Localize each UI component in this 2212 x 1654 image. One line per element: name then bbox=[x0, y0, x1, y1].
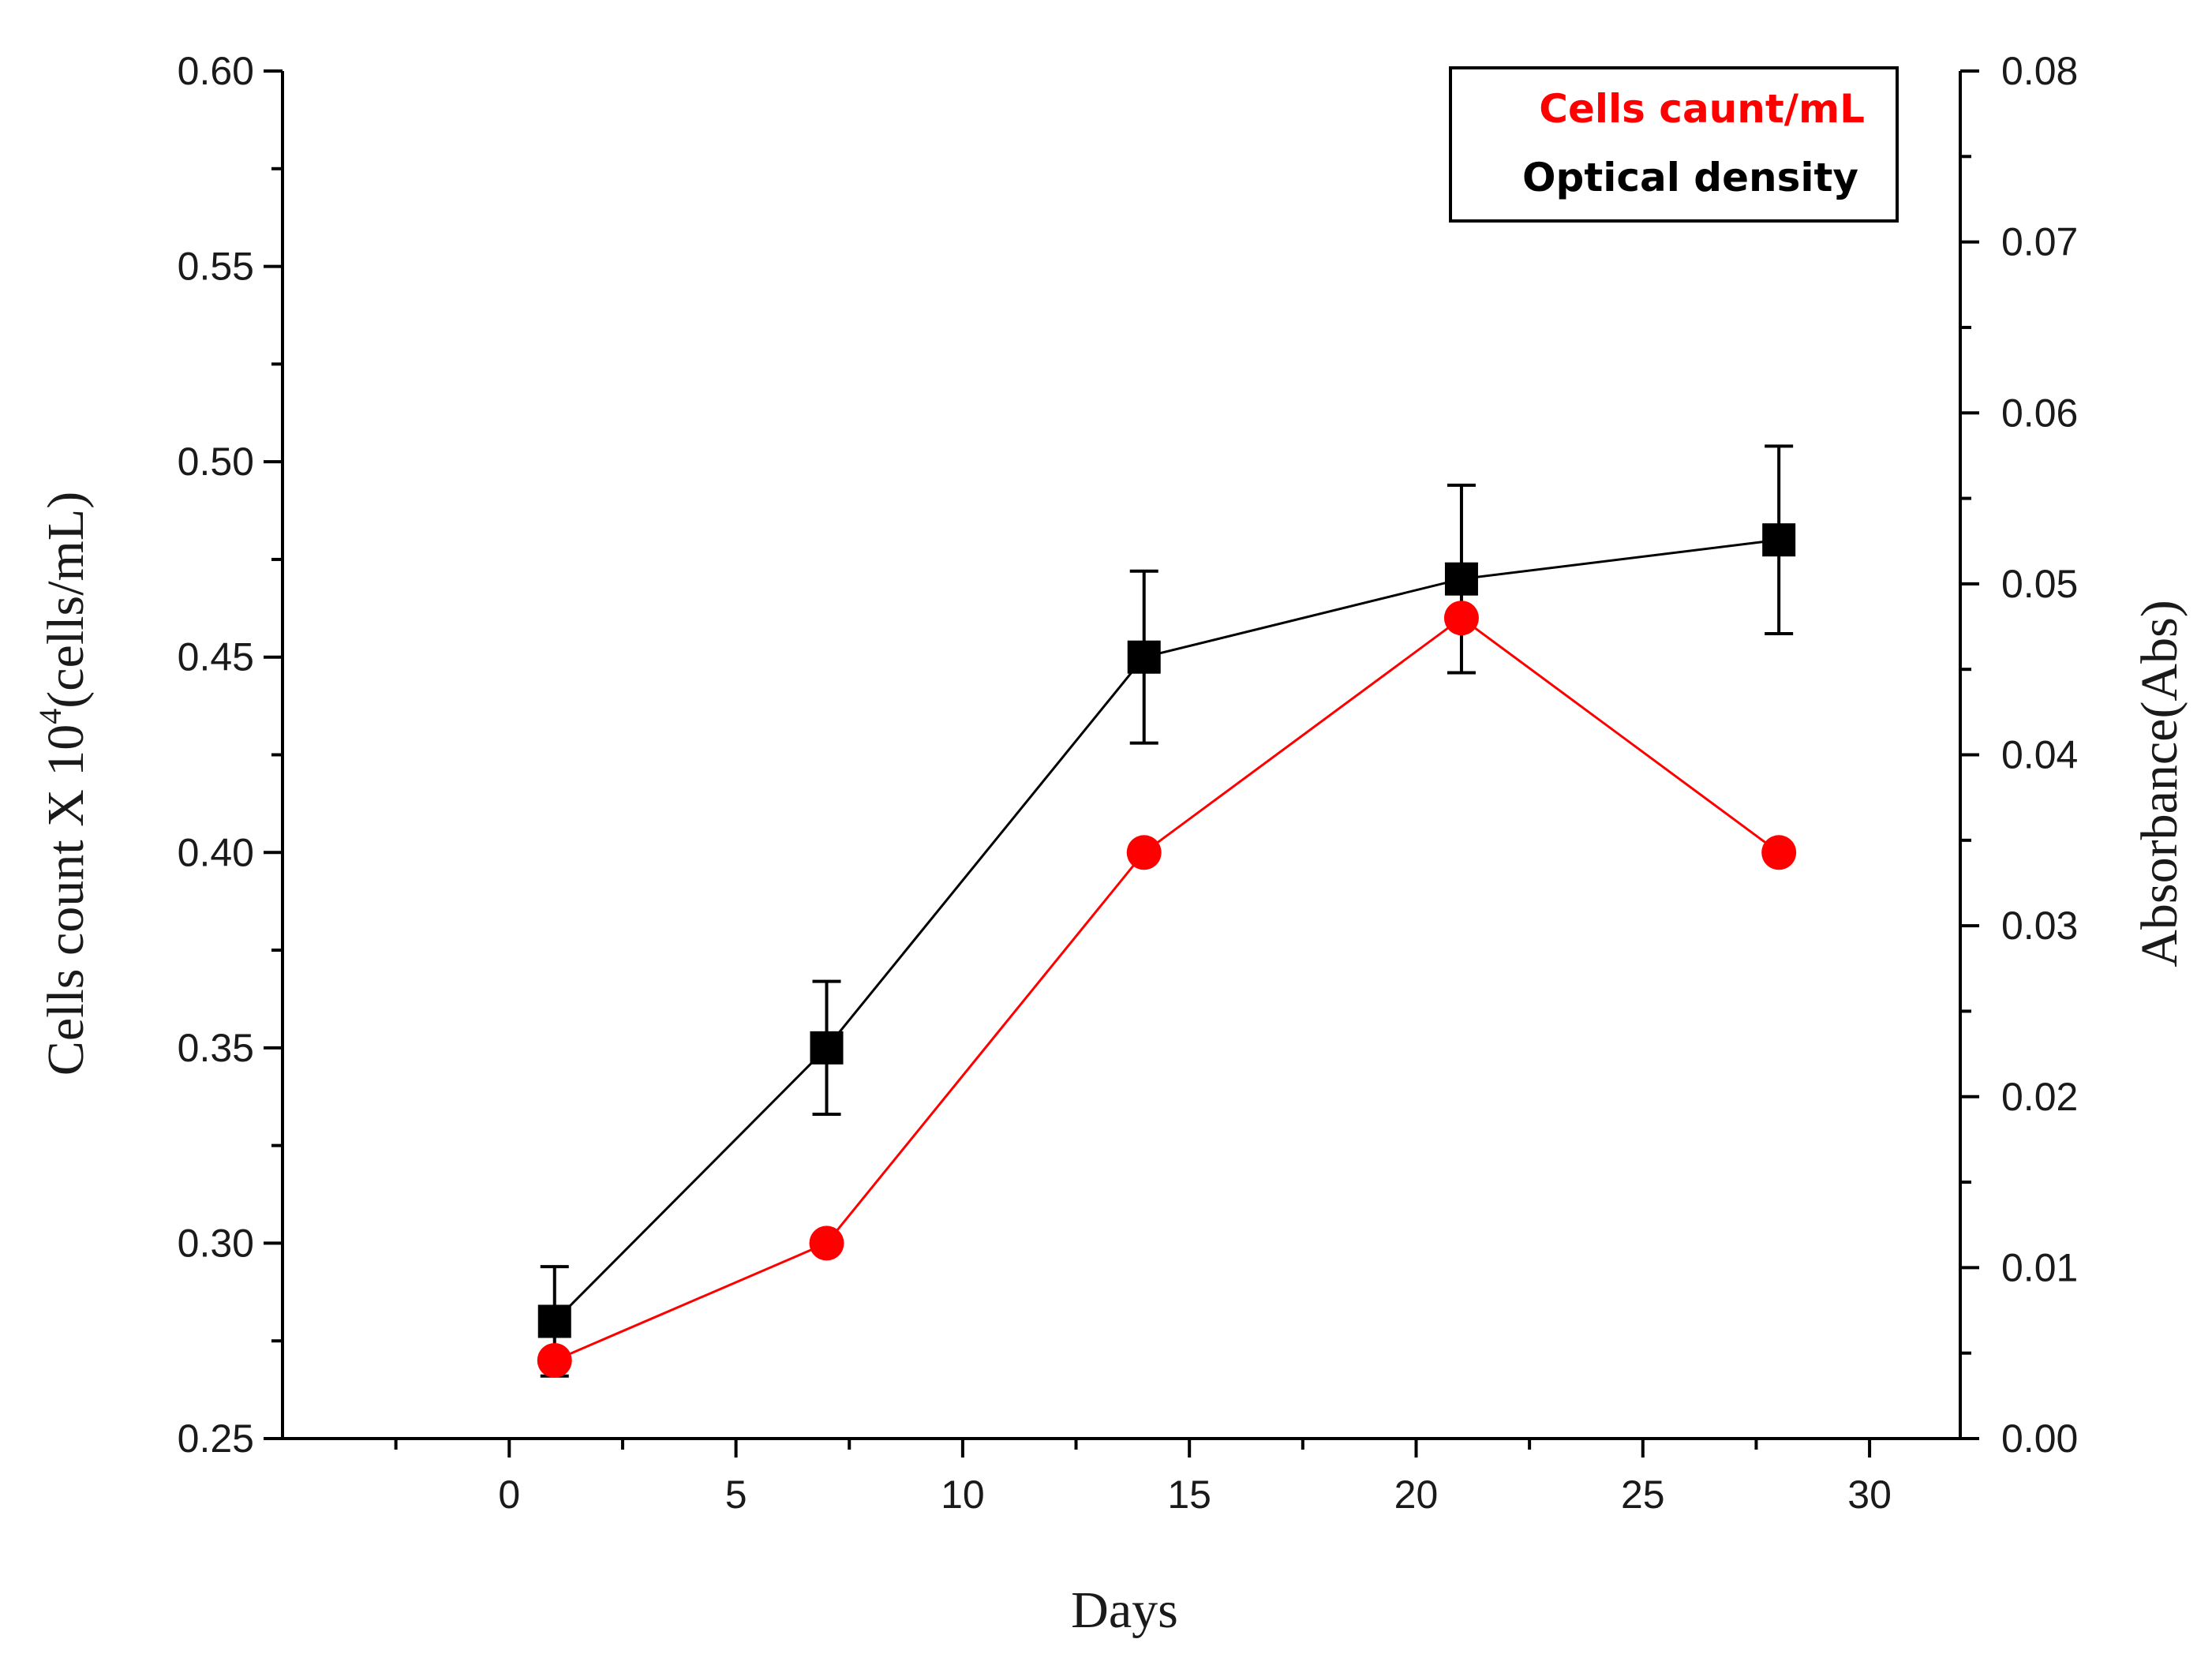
legend: Cells caunt/mL Optical density bbox=[1449, 66, 1899, 223]
x-axis-title: Days bbox=[1071, 1581, 1178, 1639]
y-tick-label: 0.45 bbox=[178, 635, 254, 679]
y2-tick-label: 0.04 bbox=[2001, 733, 2078, 777]
y-axis-title-suffix: (cells/mL) bbox=[37, 492, 95, 709]
y-axis-title: Cells count X 104(cells/mL) bbox=[32, 492, 95, 1076]
data-point-optical-density bbox=[537, 1304, 571, 1338]
legend-label-cells: Cells caunt/mL bbox=[1539, 86, 1865, 132]
data-point-cells bbox=[809, 1226, 844, 1261]
y-tick-label: 0.35 bbox=[178, 1026, 254, 1070]
y2-tick-label: 0.08 bbox=[2001, 49, 2078, 93]
y2-tick-label: 0.06 bbox=[2001, 391, 2078, 435]
series-line-cells bbox=[554, 616, 1780, 1362]
y-tick-label: 0.40 bbox=[178, 830, 254, 874]
y-tick-label: 0.25 bbox=[178, 1416, 254, 1461]
data-point-optical-density bbox=[1127, 640, 1161, 674]
y2-tick-label: 0.02 bbox=[2001, 1075, 2078, 1119]
data-point-cells bbox=[1126, 835, 1162, 870]
y2-axis-title: Absorbance(Abs) bbox=[2131, 600, 2188, 967]
x-tick-label: 25 bbox=[1621, 1473, 1665, 1517]
y-axis-title-exponent: 4 bbox=[32, 709, 68, 724]
x-tick-label: 10 bbox=[941, 1473, 985, 1517]
y2-tick-label: 0.03 bbox=[2001, 904, 2078, 948]
y-tick-label: 0.60 bbox=[178, 49, 254, 93]
y-tick-label: 0.30 bbox=[178, 1221, 254, 1265]
y2-tick-label: 0.07 bbox=[2001, 220, 2078, 264]
y-axis-title-prefix: Cells count X 10 bbox=[37, 724, 95, 1076]
data-point-optical-density bbox=[1444, 562, 1478, 596]
legend-box bbox=[1449, 66, 1899, 223]
y2-tick-label: 0.05 bbox=[2001, 562, 2078, 606]
data-point-optical-density bbox=[1762, 523, 1796, 557]
x-tick-label: 5 bbox=[725, 1473, 747, 1517]
plot-series bbox=[537, 444, 1797, 1378]
x-tick-label: 20 bbox=[1394, 1473, 1439, 1517]
legend-label-optical-density: Optical density bbox=[1522, 155, 1858, 200]
y-tick-label: 0.55 bbox=[178, 245, 254, 289]
data-point-cells bbox=[537, 1342, 572, 1378]
data-point-optical-density bbox=[810, 1031, 844, 1065]
series-line-optical-density bbox=[553, 538, 1780, 1323]
y2-tick-label: 0.01 bbox=[2001, 1245, 2078, 1289]
y2-tick-label: 0.00 bbox=[2001, 1416, 2078, 1461]
x-tick-label: 30 bbox=[1847, 1473, 1892, 1517]
data-point-cells bbox=[1761, 835, 1797, 870]
y-tick-label: 0.50 bbox=[178, 440, 254, 484]
data-point-cells bbox=[1443, 601, 1479, 636]
x-tick-label: 15 bbox=[1167, 1473, 1211, 1517]
axes: 0 5 10 15 20 25 30 0.25 0.30 0.35 0.40 0.45 0.50 0.55… bbox=[178, 49, 2079, 1517]
x-tick-label: 0 bbox=[498, 1473, 520, 1517]
